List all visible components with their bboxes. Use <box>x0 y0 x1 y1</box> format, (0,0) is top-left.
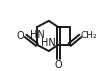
Text: O: O <box>54 60 62 70</box>
Text: HN: HN <box>30 30 44 40</box>
Text: CH₂: CH₂ <box>81 31 98 40</box>
Text: HN: HN <box>41 38 56 48</box>
Text: O: O <box>16 31 24 41</box>
